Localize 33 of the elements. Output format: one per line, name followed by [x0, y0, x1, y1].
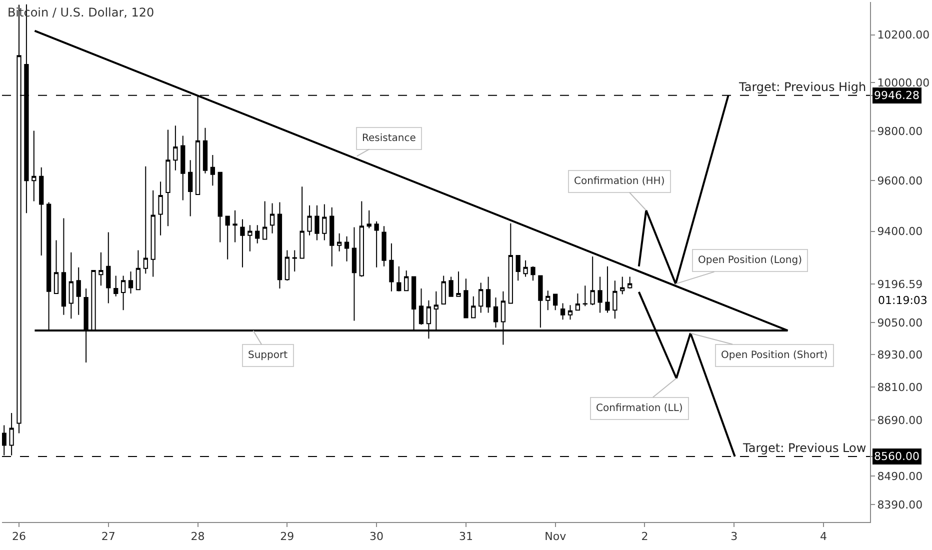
y-tick-label: 9050.00	[877, 316, 923, 330]
annotation: Resistance	[362, 133, 416, 144]
annotation: Open Position (Long)	[698, 255, 802, 266]
y-tick-label: 9800.00	[877, 124, 923, 138]
y-tick-label: 8490.00	[877, 470, 923, 484]
x-tick-label: 3	[730, 530, 738, 544]
annotation: Confirmation (HH)	[574, 176, 665, 187]
x-tick-label: 30	[370, 530, 384, 544]
y-tick-label: 8810.00	[877, 381, 923, 394]
y-tick-label: 9946.28	[874, 89, 920, 102]
ref-line-label: Target: Previous High	[738, 80, 866, 94]
y-tick-label: 10200.00	[877, 28, 930, 42]
annotation: Open Position (Short)	[721, 350, 828, 361]
annotation: Support	[248, 350, 288, 361]
y-tick-label: 9196.59	[877, 278, 923, 291]
y-tick-label: 8390.00	[877, 498, 923, 512]
y-tick-label: 9400.00	[877, 225, 923, 238]
x-tick-label: 4	[820, 530, 828, 544]
x-tick-label: 28	[190, 530, 205, 544]
y-tick-label: 9600.00	[877, 174, 923, 188]
y-tick-label: 8690.00	[877, 414, 923, 428]
annotation: Confirmation (LL)	[596, 403, 683, 414]
x-tick-label: 27	[101, 530, 116, 544]
text: 01:19:03	[878, 294, 928, 307]
y-tick-label: 8930.00	[877, 348, 923, 362]
ref-line-label: Target: Previous Low	[742, 441, 866, 455]
x-tick-label: 29	[280, 530, 294, 544]
x-tick-label: 31	[458, 530, 473, 544]
x-tick-label: 26	[12, 530, 26, 544]
y-tick-label: 8560.00	[874, 450, 920, 463]
x-tick-label: Nov	[544, 530, 567, 544]
y-tick-label: 10000.00	[877, 76, 930, 90]
x-tick-label: 2	[641, 530, 648, 544]
